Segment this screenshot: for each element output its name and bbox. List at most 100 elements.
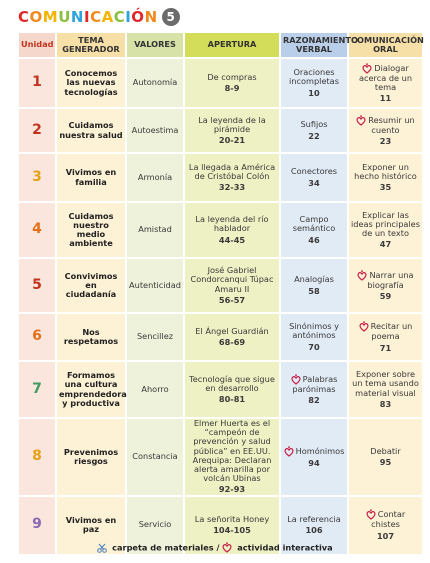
title-letter: M (42, 8, 59, 26)
comunicacion-page: 35 (379, 182, 392, 193)
comunicacion-page: 95 (379, 456, 392, 467)
apertura-pages: 20-21 (218, 135, 246, 146)
apertura-cell: Elmer Huerta es el “campeón de prevenció… (183, 417, 281, 497)
razonamiento-text: Campo semántico (292, 214, 336, 234)
comunicacion-page: 47 (379, 239, 392, 250)
comunicacion-cell: Explicar las ideas principales de un tex… (347, 201, 424, 259)
valor-cell: Autoestima (125, 107, 185, 154)
comunicacion-page: 23 (379, 136, 392, 146)
header-razonamiento: RAZONAMIENTO VERBAL (279, 31, 358, 59)
tema-cell: Vivimos en paz (55, 494, 127, 556)
valor-cell: Servicio (125, 494, 185, 556)
title-letter: N (70, 8, 84, 26)
interactive-icon (366, 509, 376, 521)
table-row: 6 Nos respetamos Sencillez El Ángel Guardiá… (17, 312, 424, 362)
comunicacion-page: 83 (379, 398, 392, 409)
title-text: COMUNICACIÓN (18, 8, 158, 26)
grade-badge: 5 (161, 8, 180, 26)
valor-cell: Autonomía (125, 57, 185, 109)
comunicacion-text: Recitar un poema (370, 321, 413, 342)
header-valores: VALORES (125, 31, 185, 59)
razonamiento-text: Sinónimos y antónimos (289, 321, 339, 341)
comunicacion-page: 59 (379, 291, 392, 301)
apertura-text: La llegada a América de Cristóbal Colón (188, 161, 276, 181)
apertura-cell: La señorita Honey 104-105 (183, 494, 281, 556)
table-row: 5 Convivimos en ciudadanía Autenticidad Jos… (17, 257, 424, 314)
razonamiento-text: Homónimos (295, 445, 345, 456)
valor-cell: Constancia (125, 417, 185, 497)
apertura-pages: 80-81 (218, 394, 246, 405)
comunicacion-cell: Exponer un hecho histórico 35 (347, 152, 424, 203)
tema-cell: Cuidamos nuestro medio ambiente (55, 201, 127, 259)
comunicacion-text: Dialogar acerca de un tema (358, 62, 413, 92)
comunicacion-cell: Resumir un cuento 23 (347, 107, 424, 154)
apertura-pages: 32-33 (218, 182, 246, 193)
title-letter: N (144, 8, 158, 26)
apertura-text: Elmer Huerta es el “campeón de prevenció… (192, 418, 272, 484)
valor-cell: Ahorro (125, 360, 185, 419)
unit-number: 1 (17, 57, 57, 109)
razonamiento-cell: Analogías 58 (279, 257, 349, 314)
valor-cell: Sencillez (125, 312, 185, 362)
title-letter: Ó (131, 8, 145, 26)
razonamiento-page: 46 (308, 234, 320, 245)
interactive-icon (357, 270, 367, 281)
razonamiento-cell: Homónimos 94 (279, 417, 349, 497)
comunicacion-cell: Debatir 95 (347, 417, 424, 497)
table-row: 4 Cuidamos nuestro medio ambiente Amistad L… (17, 201, 424, 259)
interactive-icon (362, 63, 372, 74)
comunicacion-text: Explicar las ideas principales de un tex… (351, 209, 420, 238)
comunicacion-cell: Contar chistes 107 (347, 494, 424, 556)
razonamiento-text: Analogías (294, 274, 334, 285)
razonamiento-page: 70 (308, 341, 320, 352)
apertura-text: La leyenda de la pirámide (198, 114, 266, 134)
table-row: 7 Formamos una cultura emprendedora y pro… (17, 360, 424, 419)
table-row: 3 Vivimos en familia Armonía La llegada a A… (17, 152, 424, 203)
apertura-cell: El Ángel Guardián 68-69 (183, 312, 281, 362)
razonamiento-page: 58 (308, 285, 320, 296)
razonamiento-text: La referencia (287, 513, 341, 524)
unit-number: 9 (17, 494, 57, 556)
comunicacion-text: Contar chistes (371, 509, 406, 530)
legend: carpeta de materiales / actividad intera… (0, 542, 430, 553)
table-row: 8 Prevenimos riesgos Constancia Elmer Huert… (17, 417, 424, 497)
comunicacion-text: Resumir un cuento (368, 114, 415, 135)
razonamiento-page: 94 (308, 457, 320, 468)
apertura-cell: La llegada a América de Cristóbal Colón 3… (183, 152, 281, 203)
interactive-icon (284, 445, 294, 457)
comunicacion-text: Exponer sobre un tema usando material vi… (352, 369, 419, 398)
apertura-cell: Tecnología que sigue en desarrollo 80-81 (183, 360, 281, 419)
unit-number: 8 (17, 417, 57, 497)
unit-number: 7 (17, 360, 57, 419)
unit-number: 4 (17, 201, 57, 259)
title-letter: C (90, 8, 102, 26)
razonamiento-text: Palabras parónimas (292, 373, 338, 394)
valor-cell: Autenticidad (125, 257, 185, 314)
razonamiento-cell: Oraciones incompletas 10 (279, 57, 349, 109)
title-letter: I (125, 8, 132, 26)
apertura-pages: 68-69 (218, 337, 246, 347)
tema-cell: Vivimos en familia (55, 152, 127, 203)
title-letter: C (113, 8, 126, 26)
comunicacion-page: 71 (379, 342, 392, 353)
header-comunicacion: COMUNICACIÓN ORAL (347, 31, 424, 59)
apertura-cell: José Gabriel Condorcanqui Túpac Amaru II… (183, 257, 281, 314)
table-row: 1 Conocemos las nuevas tecnologías Autonom… (17, 57, 424, 109)
interactive-icon (222, 542, 232, 553)
title-letter: C (18, 8, 30, 26)
razonamiento-page: 10 (308, 87, 320, 98)
razonamiento-page: 106 (305, 525, 323, 535)
apertura-cell: La leyenda del río hablador 44-45 (183, 201, 281, 259)
apertura-text: La leyenda del río hablador (195, 214, 269, 234)
razonamiento-cell: Sinónimos y antónimos 70 (279, 312, 349, 362)
comunicacion-cell: Exponer sobre un tema usando material vi… (347, 360, 424, 419)
comunicacion-cell: Recitar un poema 71 (347, 312, 424, 362)
title-letter: O (29, 8, 43, 26)
tema-cell: Nos respetamos (55, 312, 127, 362)
razonamiento-cell: La referencia 106 (279, 494, 349, 556)
valor-cell: Amistad (125, 201, 185, 259)
apertura-pages: 8-9 (224, 83, 240, 93)
interactive-icon (291, 374, 301, 385)
tema-cell: Prevenimos riesgos (55, 417, 127, 497)
header-tema: TEMA GENERADOR (55, 31, 127, 59)
